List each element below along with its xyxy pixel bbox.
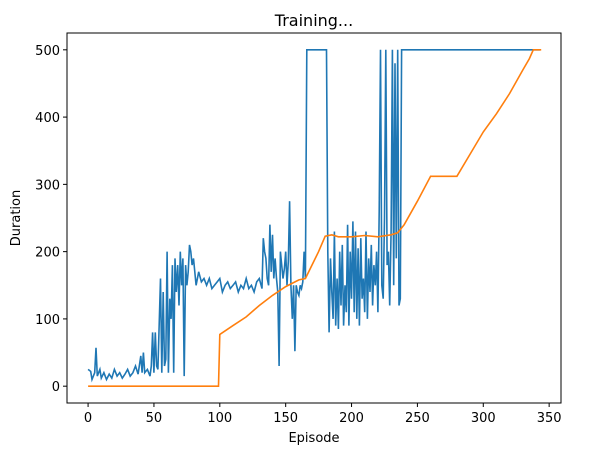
x-tick-label: 150 [273, 411, 298, 426]
y-tick-label: 400 [35, 111, 60, 126]
x-tick-label: 350 [537, 411, 562, 426]
x-tick-label: 200 [339, 411, 364, 426]
x-tick-label: 300 [471, 411, 496, 426]
y-tick-label: 500 [35, 44, 60, 59]
chart-title: Training... [274, 11, 353, 30]
x-tick-label: 50 [146, 411, 163, 426]
y-tick-label: 300 [35, 178, 60, 193]
y-axis-label: Duration [9, 190, 24, 246]
y-tick-label: 0 [52, 380, 60, 395]
plot-frame [66, 32, 562, 404]
x-tick-label: 250 [405, 411, 430, 426]
line-series [88, 49, 542, 387]
x-tick-label: 0 [84, 411, 92, 426]
x-tick-label: 100 [207, 411, 232, 426]
x-axis-label: Episode [288, 431, 339, 446]
line-series [87, 49, 540, 383]
y-tick-label: 100 [35, 313, 60, 328]
y-tick-label: 200 [35, 246, 60, 261]
